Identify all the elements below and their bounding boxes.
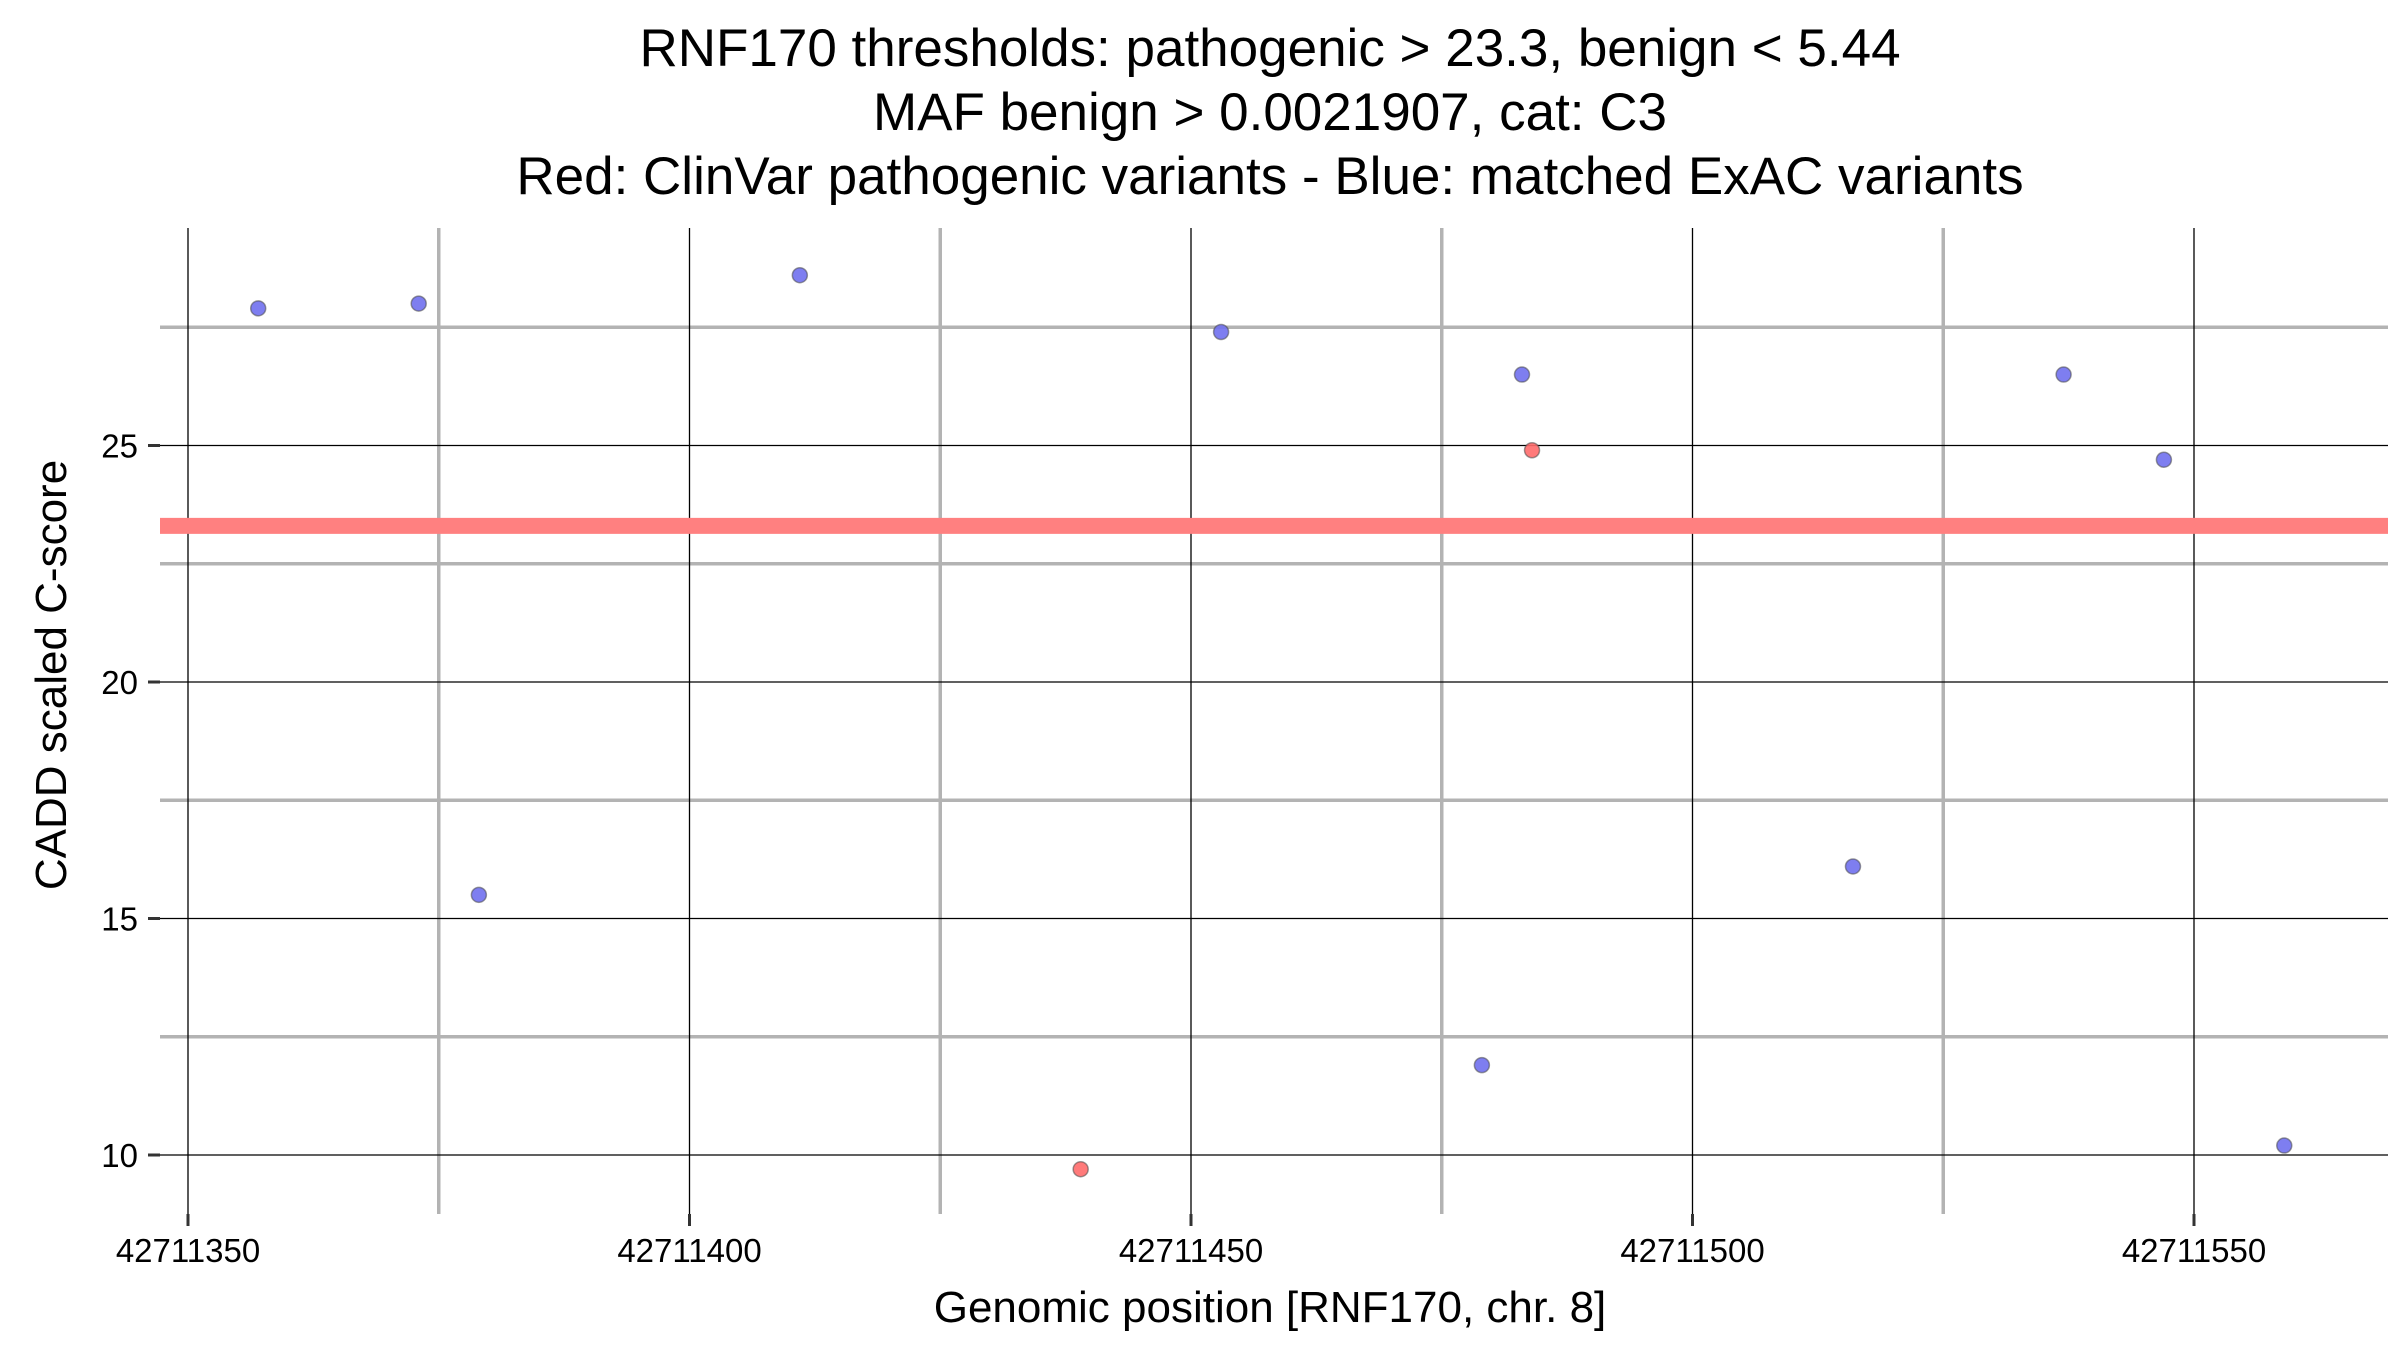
exac-point-5 — [1473, 1056, 1491, 1074]
x-axis-title: Genomic position [RNF170, chr. 8] — [934, 1283, 1607, 1332]
x-tick-label-2: 42711450 — [1119, 1232, 1263, 1269]
exac-point-3 — [791, 266, 809, 284]
y-tick-label-0: 10 — [101, 1137, 138, 1174]
title-line-2: MAF benign > 0.0021907, cat: C3 — [873, 83, 1667, 142]
clinvar-point-0 — [1072, 1160, 1089, 1178]
exac-point-4 — [1212, 323, 1230, 341]
exac-point-9 — [2155, 451, 2173, 468]
x-tick-label-3: 42711500 — [1620, 1232, 1764, 1269]
title-line-3: Red: ClinVar pathogenic variants - Blue:… — [516, 147, 2023, 206]
x-tick-label-1: 42711400 — [617, 1232, 761, 1269]
exac-point-8 — [2055, 366, 2072, 383]
y-tick-label-3: 25 — [101, 428, 138, 465]
y-tick-label-1: 15 — [101, 901, 138, 938]
axis-ticks: 42711350 42711400 42711450 42711500 42711550… — [101, 428, 2266, 1270]
x-tick-label-0: 42711350 — [116, 1232, 260, 1269]
exac-point-7 — [1844, 858, 1862, 875]
chart-title: RNF170 thresholds: pathogenic > 23.3, be… — [516, 19, 2023, 206]
major-gridlines — [160, 228, 2388, 1214]
x-tick-label-4: 42711550 — [2122, 1232, 2266, 1269]
exac-point-2 — [470, 886, 488, 904]
exac-point-6 — [1513, 366, 1531, 383]
y-tick-label-2: 20 — [101, 664, 138, 701]
exac-point-1 — [410, 295, 427, 312]
clinvar-point-1 — [1523, 441, 1541, 459]
data-points — [249, 266, 2293, 1178]
y-axis-title: CADD scaled C-score — [27, 460, 76, 890]
title-line-1: RNF170 thresholds: pathogenic > 23.3, be… — [639, 19, 1900, 78]
exac-point-0 — [249, 300, 267, 317]
exac-point-10 — [2276, 1137, 2293, 1154]
minor-gridlines — [160, 228, 2388, 1214]
